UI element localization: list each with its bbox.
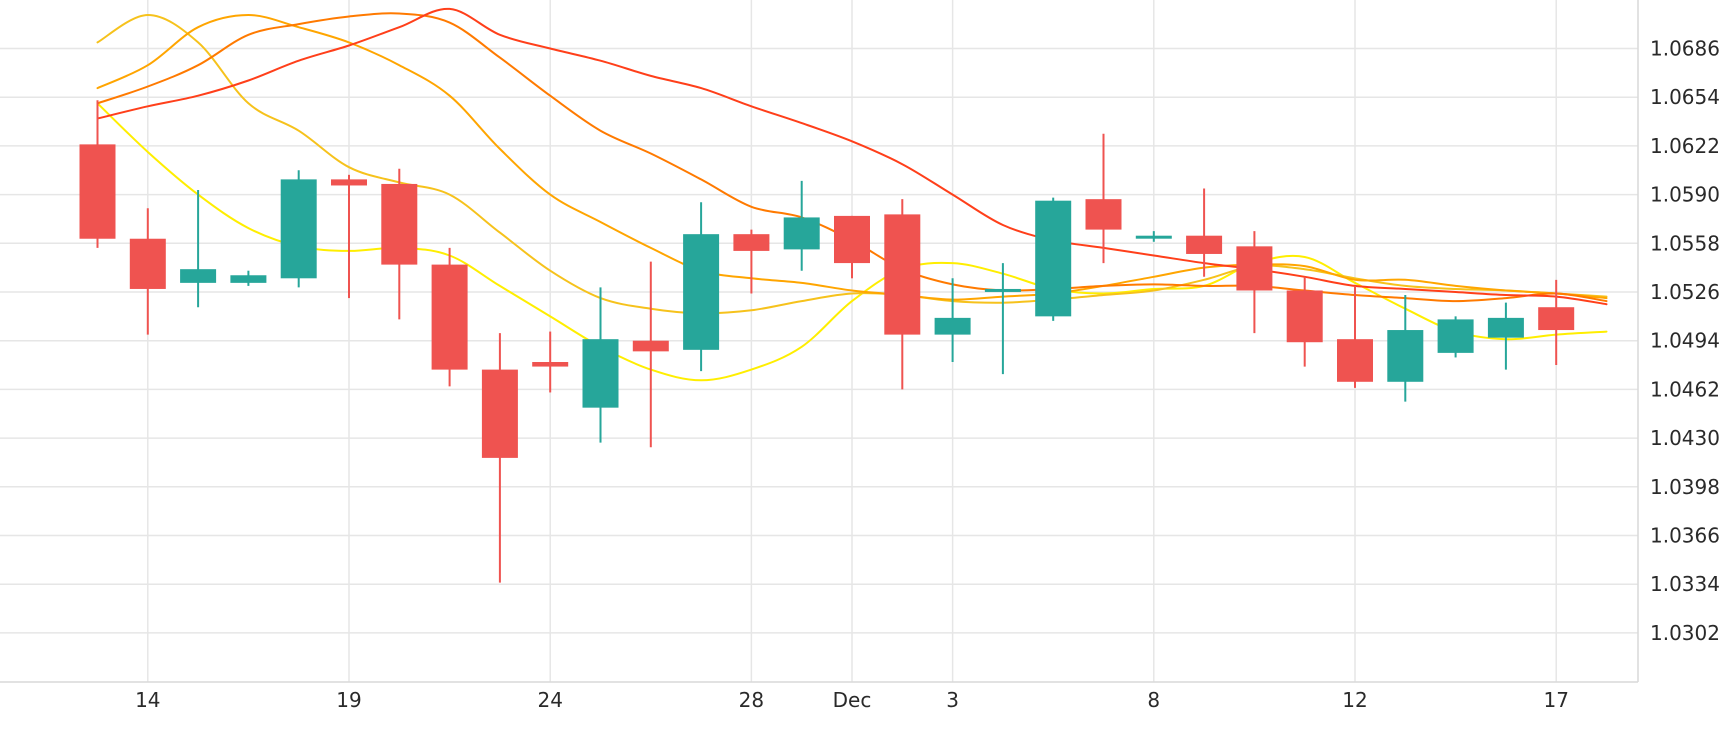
candle-body xyxy=(984,288,1021,292)
candle xyxy=(1337,285,1373,388)
candle xyxy=(129,208,166,335)
candle xyxy=(280,170,317,288)
candle xyxy=(934,278,971,363)
y-tick-label: 1.0430 xyxy=(1650,426,1720,450)
candle xyxy=(1286,276,1323,367)
candle-body xyxy=(582,339,619,408)
candle xyxy=(1035,197,1072,321)
candle-body xyxy=(532,362,569,367)
candle-body xyxy=(481,369,518,458)
y-tick-label: 1.0622 xyxy=(1650,134,1720,158)
x-tick-label: 17 xyxy=(1543,688,1568,712)
candle xyxy=(1387,295,1424,402)
candle-body xyxy=(331,179,367,186)
candle-body xyxy=(783,217,820,250)
moving-average-line-2 xyxy=(96,14,1608,315)
candle xyxy=(481,333,518,583)
candle xyxy=(1236,231,1273,334)
candle-body xyxy=(1085,199,1122,230)
candle-body xyxy=(934,317,971,335)
candle xyxy=(1437,316,1474,358)
candle-body xyxy=(1186,235,1223,254)
candle xyxy=(582,287,619,443)
candle-body xyxy=(1135,235,1172,239)
candle xyxy=(834,215,870,279)
candle xyxy=(632,261,669,448)
y-tick-label: 1.0558 xyxy=(1650,231,1720,255)
y-tick-label: 1.0366 xyxy=(1650,524,1720,548)
candle-body xyxy=(180,269,217,283)
x-tick-label: 28 xyxy=(739,688,764,712)
candle-body xyxy=(431,264,468,370)
candle xyxy=(180,190,217,308)
x-tick-label: 24 xyxy=(537,688,562,712)
candle xyxy=(884,199,921,390)
candle xyxy=(1487,302,1524,370)
y-tick-label: 1.0334 xyxy=(1650,572,1720,596)
candle xyxy=(1186,188,1223,277)
moving-average-line-1 xyxy=(96,102,1608,382)
candle xyxy=(683,202,720,372)
y-tick-label: 1.0462 xyxy=(1650,377,1720,401)
moving-average-line-5 xyxy=(96,7,1608,306)
candle-body xyxy=(834,215,870,264)
candle xyxy=(381,168,418,320)
candle xyxy=(331,174,367,299)
candle xyxy=(79,100,116,248)
y-tick-label: 1.0398 xyxy=(1650,475,1720,499)
candle-body xyxy=(1538,307,1575,331)
candle-body xyxy=(683,234,720,350)
y-tick-label: 1.0526 xyxy=(1650,280,1720,304)
candle xyxy=(783,180,820,271)
candle xyxy=(431,247,468,387)
candle xyxy=(1085,133,1122,264)
candle-body xyxy=(79,144,116,239)
candle-body xyxy=(884,214,921,335)
candle-body xyxy=(1387,330,1424,382)
candle-body xyxy=(129,238,166,289)
x-tick-label: 8 xyxy=(1147,688,1160,712)
candle-body xyxy=(733,234,770,251)
x-tick-label: 12 xyxy=(1342,688,1367,712)
moving-average-line-3 xyxy=(96,14,1608,301)
x-tick-label: 3 xyxy=(946,688,959,712)
x-tick-label: 14 xyxy=(135,688,160,712)
candle xyxy=(1135,231,1172,242)
candle-body xyxy=(1337,339,1373,382)
candle xyxy=(230,270,267,286)
candle-body xyxy=(1487,317,1524,338)
y-tick-label: 1.0686 xyxy=(1650,37,1720,61)
y-tick-label: 1.0590 xyxy=(1650,183,1720,207)
y-tick-label: 1.0654 xyxy=(1650,85,1720,109)
candle xyxy=(1538,279,1575,366)
candle xyxy=(984,263,1021,375)
y-tick-label: 1.0494 xyxy=(1650,329,1720,353)
x-tick-label: Dec xyxy=(833,688,872,712)
x-tick-label: 19 xyxy=(336,688,361,712)
candle-body xyxy=(280,179,317,279)
y-tick-label: 1.0302 xyxy=(1650,621,1720,645)
candle-body xyxy=(230,275,267,283)
candle-body xyxy=(1035,200,1072,317)
candle-body xyxy=(381,183,418,265)
candle-body xyxy=(632,340,669,352)
candle-body xyxy=(1286,290,1323,343)
candle-body xyxy=(1437,319,1474,353)
candle xyxy=(733,229,770,294)
candle-body xyxy=(1236,246,1273,291)
candle xyxy=(532,331,569,393)
